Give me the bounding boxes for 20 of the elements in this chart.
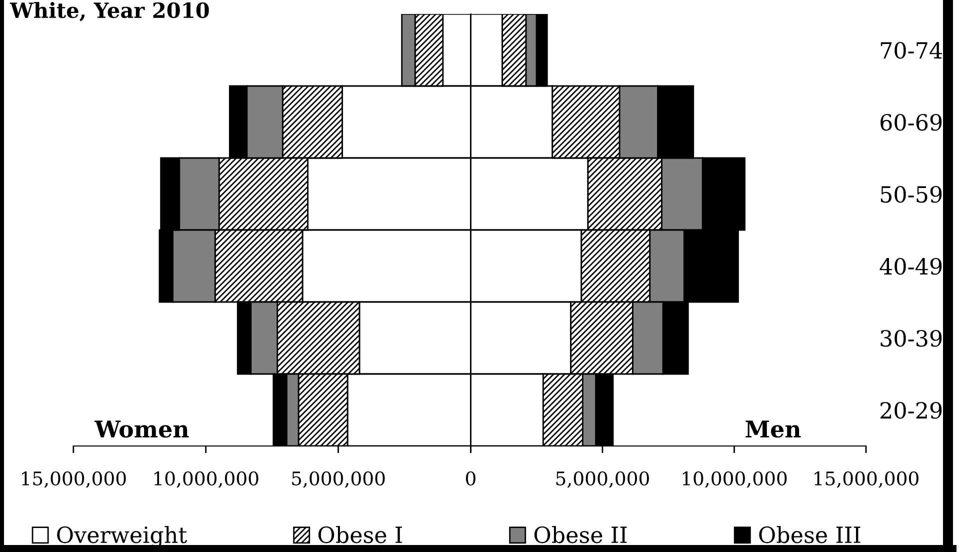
x-tick-label: 15,000,000 — [22, 471, 126, 488]
legend-label: Obese I — [318, 526, 402, 544]
x-tick-label: 0 — [466, 471, 476, 486]
y-tick-label: 20-29 — [880, 402, 942, 419]
annotation: Men — [746, 420, 801, 438]
legend-label: Obese II — [534, 526, 627, 544]
x-tick-label: 5,000,000 — [556, 471, 649, 488]
annotation: Women — [94, 420, 189, 438]
x-tick-label: 10,000,000 — [154, 471, 258, 488]
y-tick-label: 40-49 — [880, 258, 942, 275]
y-tick-label: 70-74 — [880, 42, 942, 59]
x-tick-label: 15,000,000 — [814, 471, 918, 488]
legend-label: Obese III — [759, 526, 860, 544]
y-tick-label: 50-59 — [880, 186, 942, 203]
x-tick-label: 5,000,000 — [292, 471, 385, 488]
chart-title: White, Year 2010 — [10, 2, 209, 22]
y-tick-label: 60-69 — [880, 114, 942, 131]
y-tick-label: 30-39 — [880, 330, 942, 347]
legend-label: Overweight — [57, 526, 187, 548]
x-tick-label: 10,000,000 — [682, 471, 787, 488]
